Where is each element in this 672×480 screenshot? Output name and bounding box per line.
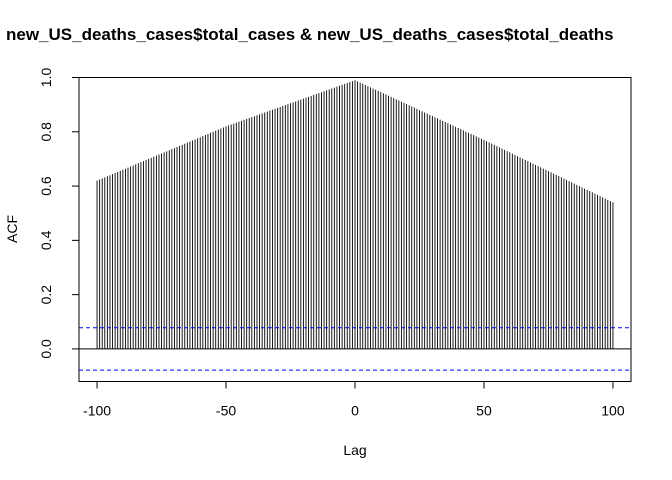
y-tick-label: 0.8 (38, 122, 54, 142)
x-tick-label: -100 (83, 403, 111, 419)
y-tick-label: 1.0 (38, 68, 54, 88)
x-axis: -100 -50 0 50 100 (83, 381, 625, 419)
acf-spikes (96, 80, 614, 349)
y-tick-label: 0.2 (38, 285, 54, 305)
x-tick-label: 0 (351, 403, 359, 419)
chart-title: new_US_deaths_cases$total_cases & new_US… (6, 25, 614, 44)
y-axis-label: ACF (4, 215, 20, 243)
y-tick-label: 0.4 (38, 230, 54, 250)
y-axis: 0.0 0.2 0.4 0.6 0.8 1.0 (38, 68, 80, 359)
x-tick-label: 100 (601, 403, 625, 419)
y-tick-label: 0.0 (38, 339, 54, 359)
y-tick-label: 0.6 (38, 176, 54, 196)
confidence-bounds (79, 327, 631, 371)
x-axis-label: Lag (343, 442, 366, 458)
x-tick-label: 50 (476, 403, 492, 419)
x-tick-label: -50 (216, 403, 236, 419)
